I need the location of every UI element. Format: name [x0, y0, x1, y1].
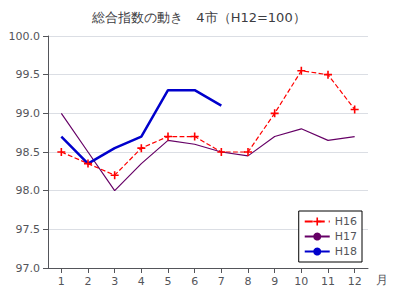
svg-text:8: 8 — [245, 275, 252, 288]
svg-text:6: 6 — [191, 275, 198, 288]
svg-text:5: 5 — [165, 275, 172, 288]
svg-text:7: 7 — [218, 275, 225, 288]
svg-text:月: 月 — [376, 273, 388, 287]
svg-text:3: 3 — [111, 275, 118, 288]
svg-text:2: 2 — [85, 275, 92, 288]
svg-text:11: 11 — [321, 275, 335, 288]
svg-text:99.5: 99.5 — [16, 68, 41, 81]
svg-text:99.0: 99.0 — [16, 107, 41, 120]
svg-text:97.5: 97.5 — [16, 223, 41, 236]
svg-text:H16: H16 — [335, 215, 357, 228]
svg-text:総合指数の動き 4市（H12=100）: 総合指数の動き 4市（H12=100） — [91, 10, 305, 25]
svg-text:H18: H18 — [335, 245, 357, 258]
svg-text:12: 12 — [348, 275, 362, 288]
svg-text:98.5: 98.5 — [16, 146, 41, 159]
svg-text:97.0: 97.0 — [16, 262, 41, 275]
svg-text:10: 10 — [294, 275, 308, 288]
svg-text:100.0: 100.0 — [9, 30, 41, 43]
svg-text:4: 4 — [138, 275, 145, 288]
svg-text:1: 1 — [58, 275, 65, 288]
svg-text:98.0: 98.0 — [16, 184, 41, 197]
svg-text:H17: H17 — [335, 230, 357, 243]
svg-text:9: 9 — [271, 275, 278, 288]
